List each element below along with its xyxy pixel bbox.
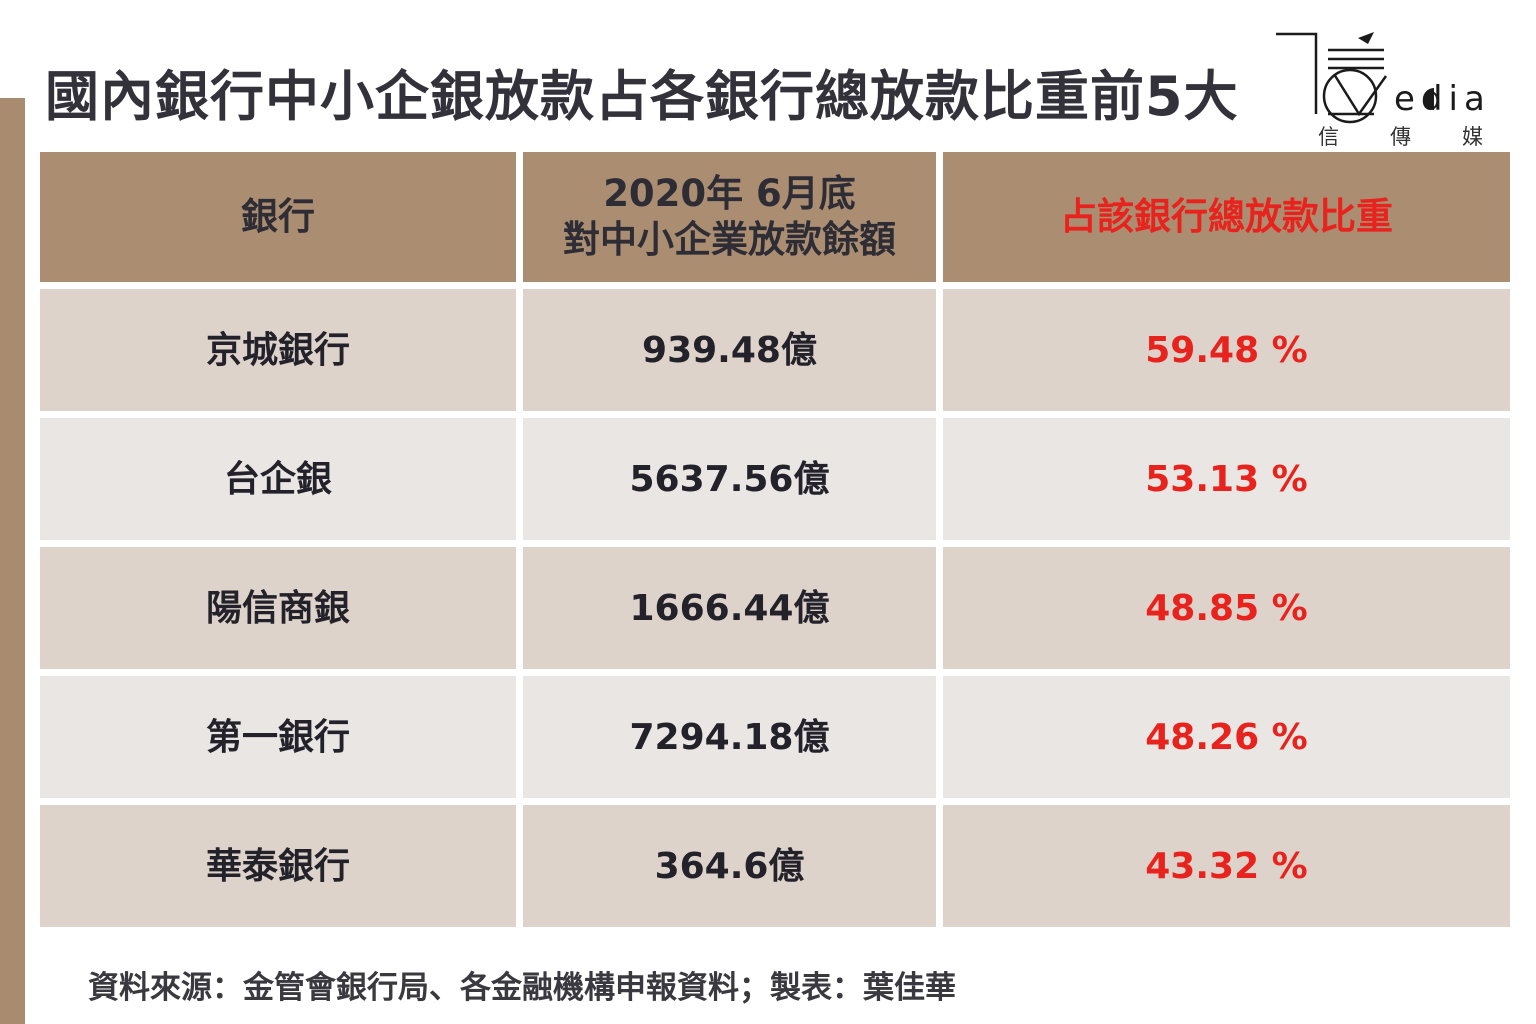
cmedia-logo: edia 信 傳 媒 <box>1262 10 1502 152</box>
logo-zh-1: 信 <box>1318 125 1339 149</box>
logo-c-ring <box>1322 68 1378 124</box>
table-row-3-amount: 1666.44億 <box>523 547 936 669</box>
header-amount: 2020年 6月底 對中小企業放款餘額 <box>523 152 936 282</box>
logo-wordmark: edia <box>1394 79 1491 119</box>
table-row-2-ratio: 53.13 % <box>943 418 1510 540</box>
table-row-5-ratio: 43.32 % <box>943 805 1510 927</box>
page-title: 國內銀行中小企銀放款占各銀行總放款比重前5大 <box>45 65 1239 128</box>
header-amount-line1: 2020年 6月底 <box>603 171 856 215</box>
table-row-2-amount: 5637.56億 <box>523 418 936 540</box>
header-bank: 銀行 <box>40 152 516 282</box>
table-row-4-amount: 7294.18億 <box>523 676 936 798</box>
table-row-3-bank: 陽信商銀 <box>40 547 516 669</box>
logo-m-stroke <box>1332 73 1388 117</box>
table-row-1-amount: 939.48億 <box>523 289 936 411</box>
table-row-1-ratio: 59.48 % <box>943 289 1510 411</box>
table-row-4-ratio: 48.26 % <box>943 676 1510 798</box>
bank-sme-loan-table: 銀行 2020年 6月底 對中小企業放款餘額 占該銀行總放款比重 京城銀行 93… <box>40 152 1510 927</box>
header-ratio: 占該銀行總放款比重 <box>943 152 1510 282</box>
cmedia-logo-graphic: edia 信 傳 媒 <box>1276 32 1491 149</box>
table-row-2-bank: 台企銀 <box>40 418 516 540</box>
table-row-5-amount: 364.6億 <box>523 805 936 927</box>
logo-flag <box>1358 32 1374 44</box>
table-row-5-bank: 華泰銀行 <box>40 805 516 927</box>
logo-d-halfdisc <box>1423 88 1434 110</box>
table-row-3-ratio: 48.85 % <box>943 547 1510 669</box>
left-accent-bar <box>0 98 25 1024</box>
table-row-4-bank: 第一銀行 <box>40 676 516 798</box>
logo-bracket-stroke <box>1276 32 1318 114</box>
header-amount-line2: 對中小企業放款餘額 <box>563 218 896 261</box>
logo-zh-2: 傳 <box>1390 125 1411 149</box>
logo-zh-3: 媒 <box>1462 125 1483 149</box>
table-row-1-bank: 京城銀行 <box>40 289 516 411</box>
source-note: 資料來源：金管會銀行局、各金融機構申報資料；製表：葉佳華 <box>88 970 956 1006</box>
